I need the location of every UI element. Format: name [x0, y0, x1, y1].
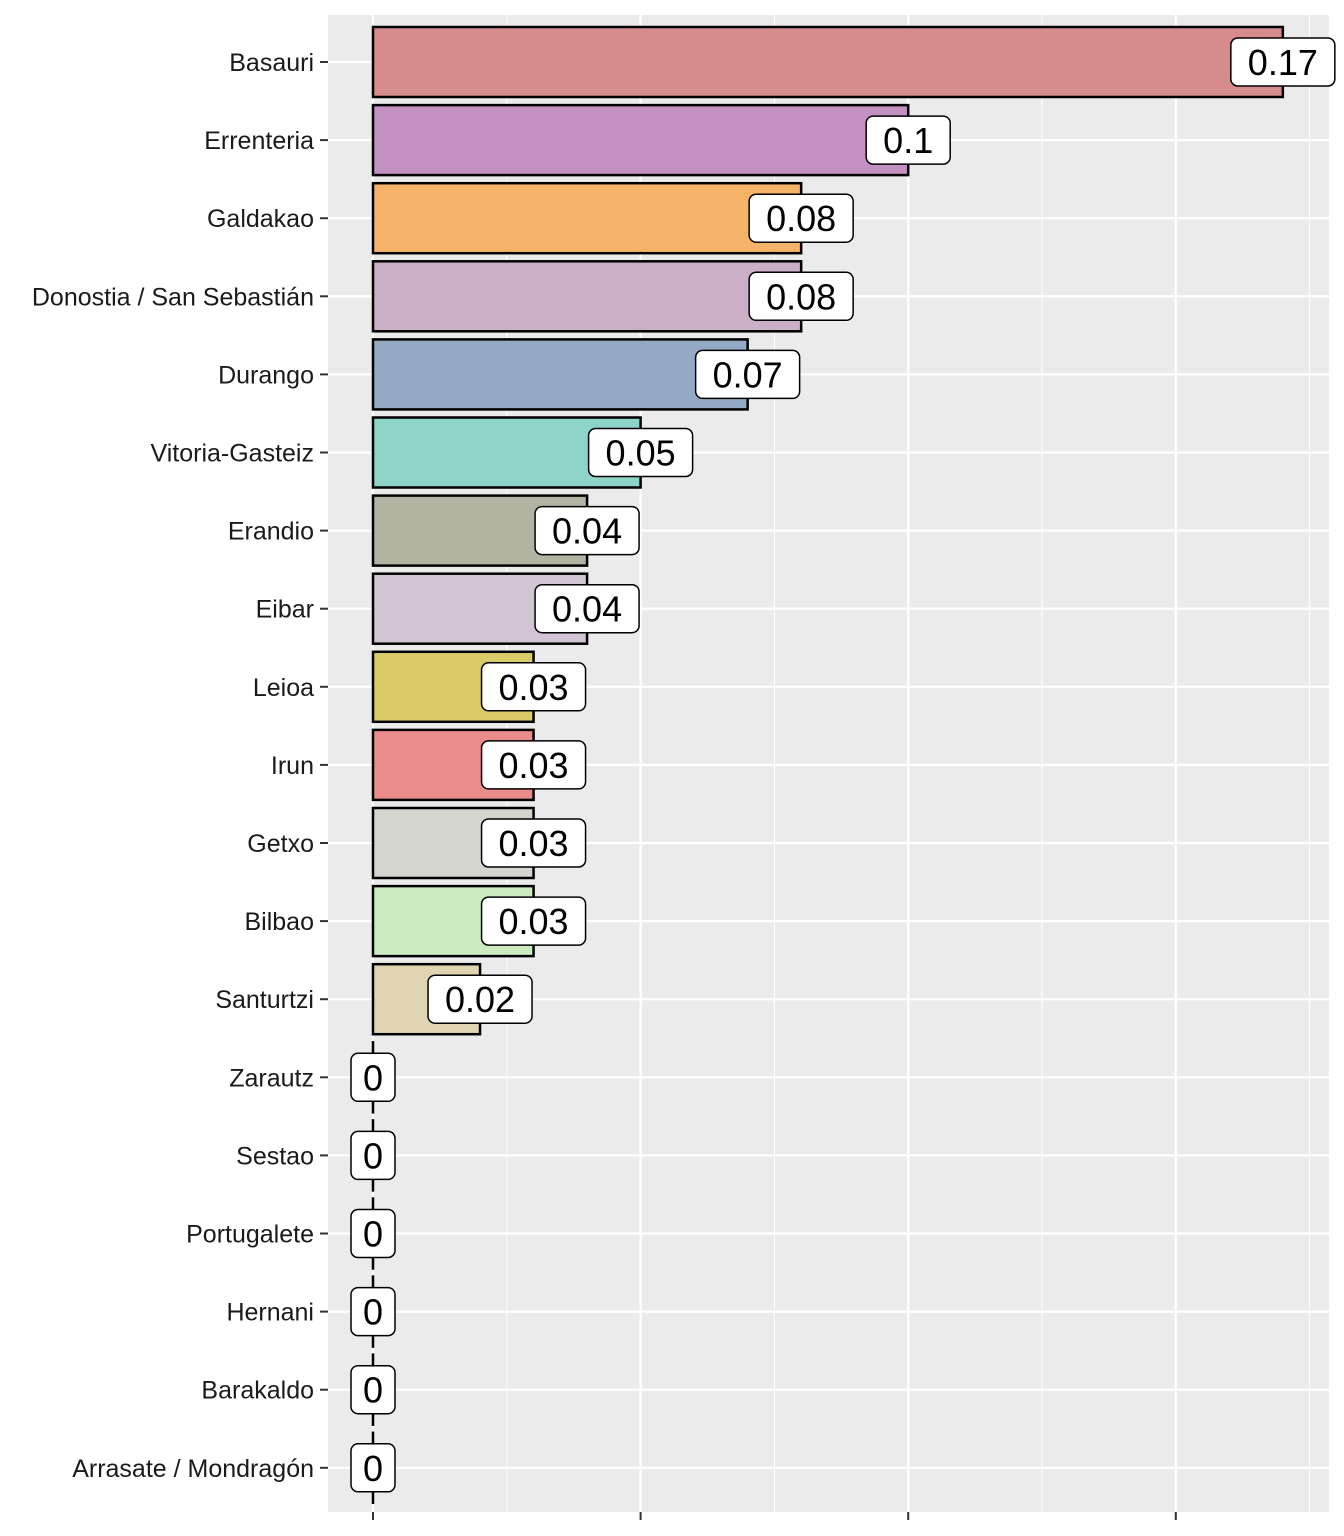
data-label: 0 — [363, 1448, 383, 1489]
data-label: 0.07 — [713, 354, 783, 395]
bar — [371, 260, 803, 333]
data-label-box — [534, 583, 640, 634]
y-tick-label: Santurtzi — [215, 986, 314, 1014]
data-label-box — [350, 1286, 396, 1337]
data-label-box — [694, 349, 801, 400]
data-label: 0.03 — [499, 901, 569, 942]
data-label-box — [350, 1208, 396, 1259]
data-label-box — [534, 505, 640, 556]
y-tick-label: Irun — [271, 752, 314, 780]
y-tick-label: Sestao — [236, 1142, 314, 1170]
data-label: 0.02 — [445, 979, 515, 1020]
data-label: 0.08 — [766, 276, 836, 317]
data-label: 0 — [363, 1214, 383, 1255]
data-label-box — [350, 1052, 396, 1103]
data-label: 0.03 — [499, 745, 569, 786]
y-tick-label: Hernani — [226, 1299, 314, 1327]
data-label: 0 — [363, 1057, 383, 1098]
data-label-box — [748, 193, 854, 243]
data-label-box — [480, 662, 587, 712]
bar — [371, 25, 1285, 99]
data-label-box — [480, 740, 587, 790]
data-label-box — [480, 818, 587, 868]
y-tick-label: Leioa — [253, 674, 314, 702]
y-tick-label: Galdakao — [207, 205, 314, 233]
y-tick-label: Erandio — [228, 518, 314, 546]
data-label-box — [350, 1130, 396, 1181]
bar — [371, 181, 803, 255]
y-tick-label: Eibar — [256, 596, 314, 624]
data-label-box — [427, 974, 533, 1024]
y-tick-label: Errenteria — [204, 127, 314, 155]
data-label-box — [350, 1443, 396, 1493]
data-label: 0.08 — [766, 198, 836, 239]
data-label: 0 — [363, 1292, 383, 1333]
y-tick-label: Arrasate / Mondragón — [72, 1455, 314, 1483]
data-label: 0 — [363, 1370, 383, 1411]
data-label: 0 — [363, 1135, 383, 1176]
y-tick-label: Durango — [218, 361, 314, 389]
data-label: 0.03 — [499, 667, 569, 708]
data-label-box — [587, 427, 694, 478]
data-label: 0.05 — [606, 433, 676, 474]
data-label-box — [480, 896, 587, 946]
y-tick-label: Bilbao — [245, 908, 315, 936]
bar — [371, 338, 749, 411]
y-tick-label: Donostia / San Sebastián — [32, 283, 314, 311]
data-label: 0.04 — [552, 511, 622, 552]
y-tick-label: Basauri — [229, 49, 314, 77]
data-label: 0.1 — [883, 120, 933, 161]
y-tick-label: Zarautz — [229, 1064, 314, 1092]
data-label-box — [748, 271, 854, 322]
y-tick-label: Vitoria-Gasteiz — [151, 440, 315, 468]
data-label-box — [865, 115, 951, 165]
data-label-box — [1230, 37, 1336, 87]
y-tick-label: Barakaldo — [201, 1377, 314, 1405]
y-tick-label: Getxo — [247, 830, 314, 858]
data-label: 0.03 — [499, 823, 569, 864]
data-label: 0.17 — [1248, 42, 1318, 83]
data-label-box — [350, 1364, 396, 1415]
y-tick-label: Portugalete — [186, 1221, 314, 1249]
bar — [371, 103, 910, 177]
data-label: 0.04 — [552, 589, 622, 630]
